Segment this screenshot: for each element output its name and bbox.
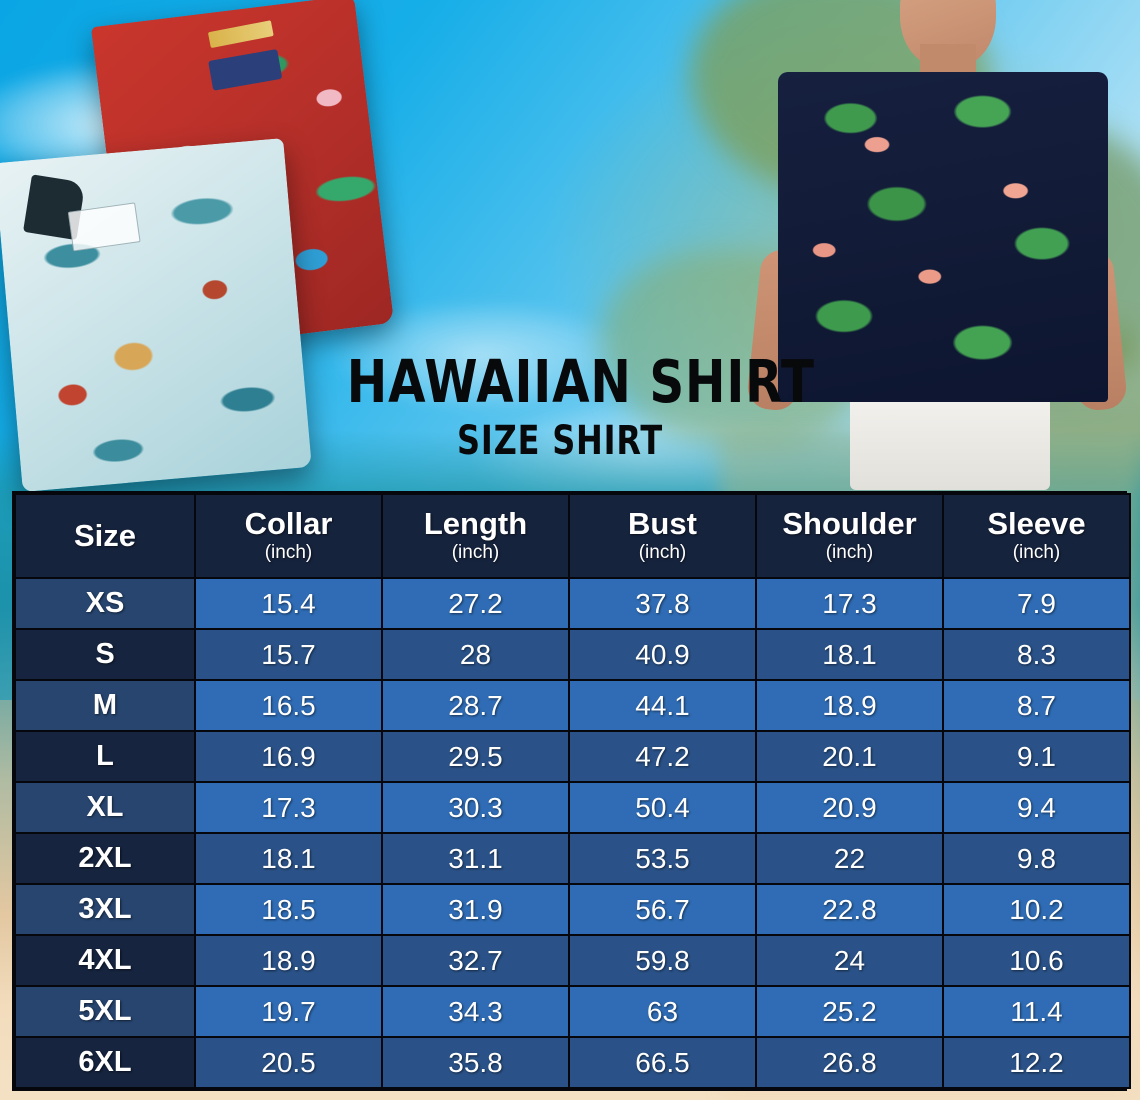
cell-collar: 15.4 xyxy=(194,577,383,630)
column-header-collar-unit: (inch) xyxy=(264,541,313,563)
title-block: HAWAIIAN SHIRT SIZE SHIRT xyxy=(300,352,820,461)
cell-length: 31.1 xyxy=(381,832,570,885)
cell-collar: 18.1 xyxy=(194,832,383,885)
cell-collar: 17.3 xyxy=(194,781,383,834)
cell-bust: 40.9 xyxy=(568,628,757,681)
shirt-pocket xyxy=(68,202,141,252)
table-row: 3XL 18.5 31.9 56.7 22.8 10.2 xyxy=(14,883,1131,936)
cell-size: S xyxy=(14,628,196,681)
cell-length: 28 xyxy=(381,628,570,681)
cell-size: 6XL xyxy=(14,1036,196,1089)
column-header-collar: Collar (inch) xyxy=(194,493,383,579)
cell-collar: 16.9 xyxy=(194,730,383,783)
page-title: HAWAIIAN SHIRT xyxy=(346,347,815,416)
column-header-bust-label: Bust xyxy=(628,506,697,542)
cell-shoulder: 22.8 xyxy=(755,883,944,936)
cell-collar: 16.5 xyxy=(194,679,383,732)
cell-sleeve: 9.8 xyxy=(942,832,1131,885)
column-header-length-label: Length xyxy=(423,506,528,542)
column-header-collar-label: Collar xyxy=(244,506,333,542)
cell-shoulder: 17.3 xyxy=(755,577,944,630)
column-header-size: Size xyxy=(14,493,196,579)
model-shorts xyxy=(850,385,1050,490)
cell-shoulder: 20.9 xyxy=(755,781,944,834)
table-row: XL 17.3 30.3 50.4 20.9 9.4 xyxy=(14,781,1131,834)
column-header-length-unit: (inch) xyxy=(451,541,500,563)
cell-collar: 20.5 xyxy=(194,1036,383,1089)
cell-collar: 18.9 xyxy=(194,934,383,987)
cell-shoulder: 24 xyxy=(755,934,944,987)
cell-bust: 37.8 xyxy=(568,577,757,630)
cell-bust: 50.4 xyxy=(568,781,757,834)
cell-size: M xyxy=(14,679,196,732)
cell-bust: 53.5 xyxy=(568,832,757,885)
cell-bust: 47.2 xyxy=(568,730,757,783)
cell-bust: 66.5 xyxy=(568,1036,757,1089)
shirt-collar-tag xyxy=(208,49,283,91)
column-header-sleeve-label: Sleeve xyxy=(987,506,1086,542)
cell-bust: 56.7 xyxy=(568,883,757,936)
cell-length: 30.3 xyxy=(381,781,570,834)
cell-shoulder: 22 xyxy=(755,832,944,885)
cell-sleeve: 10.2 xyxy=(942,883,1131,936)
table-row: M 16.5 28.7 44.1 18.9 8.7 xyxy=(14,679,1131,732)
cell-size: L xyxy=(14,730,196,783)
model-photo xyxy=(740,0,1140,490)
cell-sleeve: 11.4 xyxy=(942,985,1131,1038)
cell-bust: 63 xyxy=(568,985,757,1038)
table-row: 5XL 19.7 34.3 63 25.2 11.4 xyxy=(14,985,1131,1038)
cell-size: 5XL xyxy=(14,985,196,1038)
cell-bust: 44.1 xyxy=(568,679,757,732)
cell-size: 2XL xyxy=(14,832,196,885)
cell-size: XL xyxy=(14,781,196,834)
column-header-shoulder-unit: (inch) xyxy=(825,541,874,563)
navy-flamingo-shirt xyxy=(778,72,1108,402)
column-header-sleeve: Sleeve (inch) xyxy=(942,493,1131,579)
cell-length: 31.9 xyxy=(381,883,570,936)
cell-sleeve: 10.6 xyxy=(942,934,1131,987)
cell-collar: 19.7 xyxy=(194,985,383,1038)
column-header-bust: Bust (inch) xyxy=(568,493,757,579)
shirt-brand-label xyxy=(208,19,275,48)
table-row: 4XL 18.9 32.7 59.8 24 10.6 xyxy=(14,934,1131,987)
cell-sleeve: 9.4 xyxy=(942,781,1131,834)
column-header-shoulder: Shoulder (inch) xyxy=(755,493,944,579)
cell-collar: 18.5 xyxy=(194,883,383,936)
column-header-length: Length (inch) xyxy=(381,493,570,579)
size-chart-table: Size Collar (inch) Length (inch) Bust (i… xyxy=(12,491,1131,1091)
cell-shoulder: 26.8 xyxy=(755,1036,944,1089)
column-header-sleeve-unit: (inch) xyxy=(1012,541,1061,563)
cell-shoulder: 20.1 xyxy=(755,730,944,783)
cell-sleeve: 8.7 xyxy=(942,679,1131,732)
column-header-bust-unit: (inch) xyxy=(638,541,687,563)
column-header-size-label: Size xyxy=(73,518,137,553)
cell-collar: 15.7 xyxy=(194,628,383,681)
cell-sleeve: 7.9 xyxy=(942,577,1131,630)
table-row: XS 15.4 27.2 37.8 17.3 7.9 xyxy=(14,577,1131,630)
cell-bust: 59.8 xyxy=(568,934,757,987)
table-row: 6XL 20.5 35.8 66.5 26.8 12.2 xyxy=(14,1036,1131,1089)
page-subtitle: SIZE SHIRT xyxy=(457,418,663,464)
cell-size: XS xyxy=(14,577,196,630)
cell-sleeve: 9.1 xyxy=(942,730,1131,783)
cell-length: 29.5 xyxy=(381,730,570,783)
table-header-row: Size Collar (inch) Length (inch) Bust (i… xyxy=(14,493,1131,579)
table-row: L 16.9 29.5 47.2 20.1 9.1 xyxy=(14,730,1131,783)
cell-sleeve: 12.2 xyxy=(942,1036,1131,1089)
cell-length: 28.7 xyxy=(381,679,570,732)
cell-shoulder: 25.2 xyxy=(755,985,944,1038)
cell-length: 27.2 xyxy=(381,577,570,630)
cell-length: 35.8 xyxy=(381,1036,570,1089)
table-row: 2XL 18.1 31.1 53.5 22 9.8 xyxy=(14,832,1131,885)
teal-hawaiian-shirt xyxy=(0,137,312,493)
cell-size: 3XL xyxy=(14,883,196,936)
cell-length: 34.3 xyxy=(381,985,570,1038)
column-header-shoulder-label: Shoulder xyxy=(782,506,917,542)
cell-sleeve: 8.3 xyxy=(942,628,1131,681)
cell-shoulder: 18.9 xyxy=(755,679,944,732)
table-row: S 15.7 28 40.9 18.1 8.3 xyxy=(14,628,1131,681)
cell-length: 32.7 xyxy=(381,934,570,987)
cell-size: 4XL xyxy=(14,934,196,987)
cell-shoulder: 18.1 xyxy=(755,628,944,681)
